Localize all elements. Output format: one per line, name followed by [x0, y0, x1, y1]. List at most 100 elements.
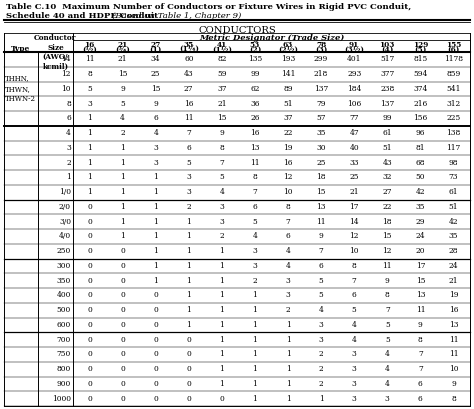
Text: 51: 51	[383, 144, 392, 152]
Text: 0: 0	[153, 336, 158, 344]
Text: 1: 1	[153, 247, 158, 255]
Text: 1: 1	[186, 218, 191, 226]
Text: 5: 5	[186, 159, 191, 166]
Text: 594: 594	[413, 70, 428, 78]
Text: 99: 99	[250, 70, 260, 78]
Text: 9: 9	[385, 276, 390, 285]
Text: (½): (½)	[82, 46, 97, 54]
Text: 0: 0	[153, 306, 158, 314]
Text: 99: 99	[383, 115, 392, 122]
Text: 27: 27	[383, 188, 392, 196]
Text: (1½): (1½)	[212, 46, 232, 54]
Text: 3: 3	[253, 247, 257, 255]
Text: 103: 103	[380, 41, 395, 49]
Text: 155: 155	[446, 41, 461, 49]
Text: 22: 22	[283, 129, 293, 137]
Text: 0: 0	[87, 232, 92, 240]
Text: 1: 1	[153, 173, 158, 181]
Text: 9: 9	[219, 129, 224, 137]
Text: 1: 1	[120, 173, 125, 181]
Text: 3: 3	[219, 203, 224, 211]
Text: 24: 24	[449, 262, 458, 270]
Text: 193: 193	[281, 55, 295, 63]
Text: 10: 10	[349, 247, 359, 255]
Text: 9: 9	[418, 321, 423, 329]
Text: 1: 1	[186, 291, 191, 299]
Text: 37: 37	[283, 115, 293, 122]
Text: 1: 1	[66, 173, 71, 181]
Text: 41: 41	[217, 41, 227, 49]
Text: Table C.10  Maximum Number of Conductors or Fixture Wires in Rigid PVC Conduit,: Table C.10 Maximum Number of Conductors …	[6, 3, 411, 11]
Text: 0: 0	[87, 291, 92, 299]
Text: 6: 6	[286, 232, 291, 240]
Text: 293: 293	[347, 70, 361, 78]
Text: 2: 2	[253, 276, 257, 285]
Text: 3: 3	[286, 276, 291, 285]
Text: 1: 1	[286, 395, 291, 402]
Text: 0: 0	[186, 365, 191, 373]
Text: 800: 800	[57, 365, 71, 373]
Text: 43: 43	[383, 159, 392, 166]
Text: 1: 1	[153, 218, 158, 226]
Text: 1: 1	[253, 291, 257, 299]
Text: 51: 51	[449, 203, 458, 211]
Text: 8: 8	[253, 173, 257, 181]
Text: 2/0: 2/0	[59, 203, 71, 211]
Text: 4: 4	[66, 129, 71, 137]
Text: 250: 250	[57, 247, 71, 255]
Text: 6: 6	[66, 115, 71, 122]
Text: 0: 0	[87, 247, 92, 255]
Text: 300: 300	[57, 262, 71, 270]
Text: 0: 0	[153, 395, 158, 402]
Text: 26: 26	[250, 115, 260, 122]
Text: 29: 29	[416, 218, 425, 226]
Text: 8: 8	[219, 144, 224, 152]
Text: 21: 21	[217, 100, 227, 108]
Text: 24: 24	[416, 232, 425, 240]
Text: 4/0: 4/0	[59, 232, 71, 240]
Text: 8: 8	[385, 291, 390, 299]
Text: 6: 6	[352, 291, 356, 299]
Text: 98: 98	[449, 159, 458, 166]
Text: 40: 40	[349, 144, 359, 152]
Text: 1: 1	[253, 380, 257, 388]
Text: 78: 78	[316, 41, 326, 49]
Text: 61: 61	[449, 188, 458, 196]
Text: 7: 7	[418, 351, 423, 358]
Text: 1: 1	[286, 351, 291, 358]
Text: 1: 1	[286, 365, 291, 373]
Text: 7: 7	[186, 129, 191, 137]
Text: 117: 117	[447, 144, 461, 152]
Text: 17: 17	[416, 262, 425, 270]
Text: 43: 43	[184, 70, 193, 78]
Text: 96: 96	[416, 129, 425, 137]
Text: 8: 8	[66, 100, 71, 108]
Text: Metric Designator (Trade Size): Metric Designator (Trade Size)	[199, 34, 344, 42]
Text: 3: 3	[352, 351, 356, 358]
Text: 500: 500	[57, 306, 71, 314]
Text: 82: 82	[217, 55, 227, 63]
Text: 3: 3	[286, 291, 291, 299]
Text: 6: 6	[253, 203, 257, 211]
Text: 16: 16	[250, 129, 260, 137]
Text: 10: 10	[449, 365, 458, 373]
Text: 34: 34	[151, 55, 161, 63]
Text: 12: 12	[349, 232, 359, 240]
Text: 17: 17	[349, 203, 359, 211]
Text: 3: 3	[186, 173, 191, 181]
Text: 4: 4	[352, 336, 356, 344]
Text: 1: 1	[186, 232, 191, 240]
Text: (Based on Table 1, Chapter 9): (Based on Table 1, Chapter 9)	[112, 12, 241, 20]
Text: 11: 11	[383, 262, 392, 270]
Text: 14: 14	[349, 218, 359, 226]
Text: 0: 0	[120, 247, 125, 255]
Text: 7: 7	[352, 276, 356, 285]
Text: 20: 20	[416, 247, 425, 255]
Text: 11: 11	[250, 159, 260, 166]
Text: 21: 21	[118, 55, 128, 63]
Text: 1: 1	[153, 232, 158, 240]
Text: 15: 15	[416, 276, 425, 285]
Text: 8: 8	[87, 70, 92, 78]
Text: (5): (5)	[414, 46, 427, 54]
Text: 1: 1	[286, 321, 291, 329]
